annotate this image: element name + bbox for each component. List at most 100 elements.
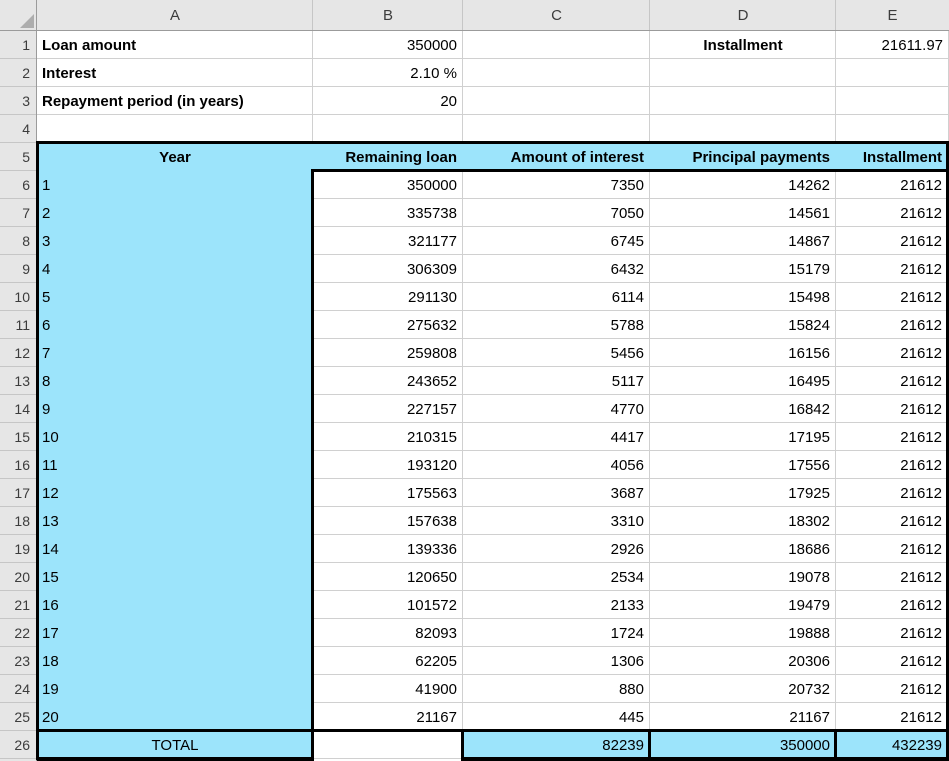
cell-installment[interactable]: 21612 [900, 680, 942, 698]
cell-principal[interactable]: 16156 [788, 344, 830, 362]
row-header-13[interactable]: 13 [14, 373, 30, 389]
cell-principal[interactable]: 18686 [788, 540, 830, 558]
cell-interest[interactable]: 445 [618, 708, 644, 726]
cell-installment[interactable]: 21612 [900, 372, 942, 390]
cell-principal[interactable]: 16842 [788, 400, 830, 418]
cell-interest[interactable]: 2926 [610, 540, 644, 558]
cell-interest[interactable]: 6432 [610, 260, 644, 278]
cell-year[interactable]: 10 [42, 428, 59, 446]
cell-installment[interactable]: 21612 [900, 428, 942, 446]
cell-remaining-loan[interactable]: 275632 [406, 316, 457, 334]
cell-principal[interactable]: 17195 [788, 428, 830, 446]
row-header-15[interactable]: 15 [14, 429, 30, 445]
cell-remaining-loan[interactable]: 62205 [415, 652, 457, 670]
cell-interest[interactable]: 3310 [610, 512, 644, 530]
row-header-23[interactable]: 23 [14, 653, 30, 669]
cell-installment[interactable]: 21612 [900, 288, 942, 306]
cell-principal[interactable]: 18302 [788, 512, 830, 530]
row-header-26[interactable]: 26 [14, 737, 30, 753]
cell-interest[interactable]: 2133 [610, 596, 644, 614]
cell-principal[interactable]: 21167 [789, 708, 830, 726]
cell-principal[interactable]: 19479 [788, 596, 830, 614]
cell-interest[interactable]: 7350 [610, 176, 644, 194]
cell-interest[interactable]: 1306 [610, 652, 644, 670]
cell-remaining-loan[interactable]: 21167 [416, 708, 457, 726]
column-header-E[interactable]: E [887, 7, 898, 24]
cell-remaining-loan[interactable]: 227157 [406, 400, 457, 418]
cell-interest[interactable]: 880 [618, 680, 644, 698]
cell-principal[interactable]: 15179 [788, 260, 830, 278]
cell-year[interactable]: 17 [42, 624, 59, 642]
table-header-interest[interactable]: Amount of interest [510, 148, 644, 166]
cell-installment[interactable]: 21612 [900, 344, 942, 362]
cell-installment[interactable]: 21612 [900, 204, 942, 222]
total-principal[interactable]: 350000 [779, 736, 830, 754]
cell-year[interactable]: 19 [42, 680, 59, 698]
cell-remaining-loan[interactable]: 139336 [406, 540, 457, 558]
cell-installment[interactable]: 21612 [900, 484, 942, 502]
row-header-4[interactable]: 4 [22, 121, 30, 137]
repayment-period-label[interactable]: Repayment period (in years) [42, 92, 244, 110]
total-interest[interactable]: 82239 [602, 736, 644, 754]
cell-remaining-loan[interactable]: 243652 [406, 372, 457, 390]
cell-installment[interactable]: 21612 [900, 624, 942, 642]
row-header-18[interactable]: 18 [14, 513, 30, 529]
cell-installment[interactable]: 21612 [900, 652, 942, 670]
row-header-8[interactable]: 8 [22, 233, 30, 249]
cell-principal[interactable]: 20732 [788, 680, 830, 698]
cell-year[interactable]: 15 [42, 568, 59, 586]
cell-principal[interactable]: 15498 [788, 288, 830, 306]
cell-interest[interactable]: 7050 [610, 204, 644, 222]
cell-principal[interactable]: 14262 [788, 176, 830, 194]
cell-interest[interactable]: 6745 [610, 232, 644, 250]
row-header-19[interactable]: 19 [14, 541, 30, 557]
interest-label[interactable]: Interest [42, 64, 97, 82]
cell-installment[interactable]: 21612 [900, 176, 942, 194]
row-header-5[interactable]: 5 [22, 149, 30, 165]
cell-remaining-loan[interactable]: 82093 [415, 624, 457, 642]
row-header-25[interactable]: 25 [14, 709, 30, 725]
row-header-10[interactable]: 10 [14, 289, 30, 305]
cell-remaining-loan[interactable]: 291130 [408, 288, 457, 306]
row-header-14[interactable]: 14 [14, 401, 30, 417]
cell-remaining-loan[interactable]: 210315 [406, 428, 457, 446]
column-header-A[interactable]: A [169, 7, 180, 24]
row-header-17[interactable]: 17 [14, 485, 30, 501]
cell-principal[interactable]: 15824 [788, 316, 830, 334]
cell-interest[interactable]: 4056 [610, 456, 644, 474]
select-all-button[interactable] [0, 0, 37, 31]
cell-remaining-loan[interactable]: 306309 [406, 260, 457, 278]
cell-year[interactable]: 5 [42, 288, 51, 306]
cell-installment[interactable]: 21612 [900, 708, 942, 726]
installment-value[interactable]: 21611.97 [881, 36, 943, 54]
loan-amount-label[interactable]: Loan amount [42, 36, 137, 54]
cell-installment[interactable]: 21612 [900, 316, 942, 334]
cell-year[interactable]: 16 [42, 596, 59, 614]
cell-principal[interactable]: 17925 [788, 484, 830, 502]
row-header-11[interactable]: 11 [15, 317, 30, 333]
cell-interest[interactable]: 5117 [611, 372, 644, 390]
interest-value[interactable]: 2.10 % [410, 64, 457, 82]
column-header-B[interactable]: B [382, 7, 393, 24]
cell-year[interactable]: 1 [42, 176, 51, 194]
table-header-year[interactable]: Year [159, 148, 191, 166]
cell-remaining-loan[interactable]: 350000 [406, 176, 457, 194]
row-header-16[interactable]: 16 [14, 457, 30, 473]
row-header-9[interactable]: 9 [22, 261, 30, 277]
total-label[interactable]: TOTAL [151, 736, 199, 754]
loan-amount-value[interactable]: 350000 [406, 36, 457, 54]
row-header-21[interactable]: 21 [14, 597, 30, 613]
row-header-1[interactable]: 1 [22, 37, 30, 53]
cell-year[interactable]: 14 [42, 540, 59, 558]
cell-interest[interactable]: 2534 [610, 568, 644, 586]
cell-remaining-loan[interactable]: 175563 [406, 484, 457, 502]
cell-year[interactable]: 11 [42, 456, 58, 474]
column-header-C[interactable]: C [551, 7, 562, 24]
cell-installment[interactable]: 21612 [900, 512, 942, 530]
row-header-24[interactable]: 24 [14, 681, 30, 697]
cell-remaining-loan[interactable]: 259808 [406, 344, 457, 362]
cell-installment[interactable]: 21612 [900, 400, 942, 418]
cell-remaining-loan[interactable]: 157638 [406, 512, 457, 530]
cell-installment[interactable]: 21612 [900, 568, 942, 586]
cell-installment[interactable]: 21612 [900, 260, 942, 278]
